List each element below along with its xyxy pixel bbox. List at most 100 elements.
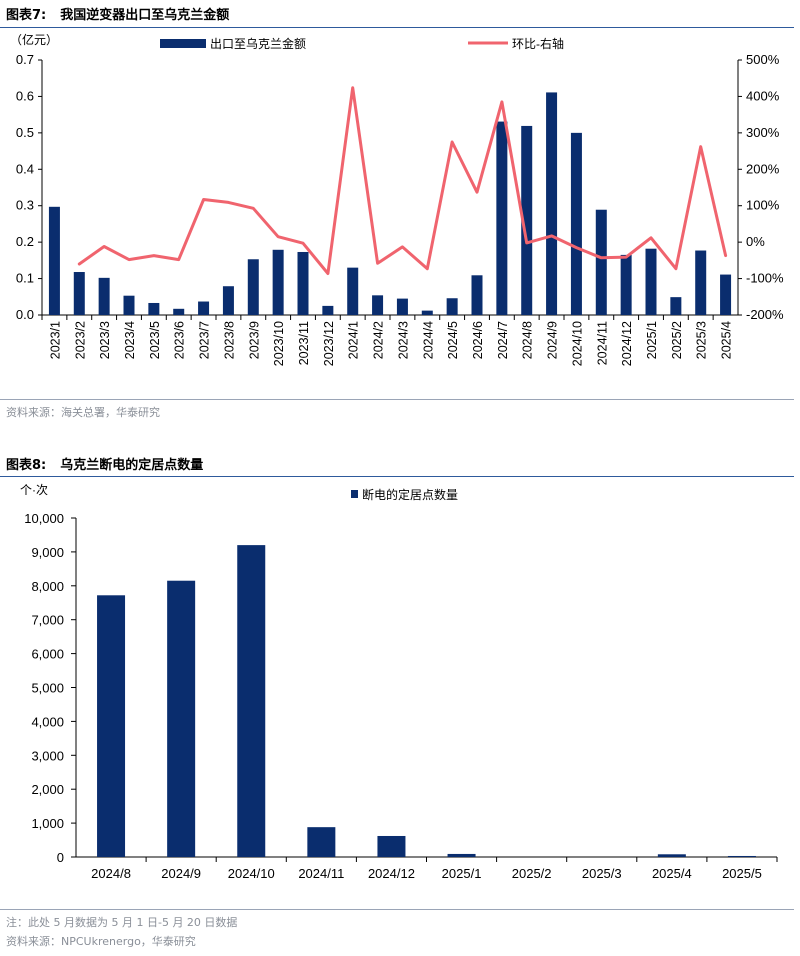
- right-y-tick-label: 500%: [746, 52, 780, 67]
- x-tick-label: 2024/11: [595, 321, 609, 365]
- figure-8-top-rule: [0, 476, 794, 477]
- left-y-tick-label: 0.4: [16, 161, 34, 176]
- y-tick-label: 8,000: [31, 579, 64, 594]
- y-tick-label: 6,000: [31, 647, 64, 662]
- legend-bar-swatch: [351, 490, 358, 498]
- figure-7-top-rule: [0, 27, 794, 28]
- y-tick-label: 7,000: [31, 613, 64, 628]
- right-y-tick-label: 0%: [746, 234, 765, 249]
- left-y-tick-label: 0.6: [16, 88, 34, 103]
- figure-7-source: 资料来源：海关总署，华泰研究: [6, 406, 160, 419]
- bar: [570, 132, 582, 315]
- bar: [657, 854, 686, 857]
- y-tick-label: 10,000: [24, 511, 64, 526]
- bar: [148, 302, 160, 315]
- x-tick-label: 2023/5: [148, 321, 162, 359]
- x-tick-label: 2025/3: [695, 321, 709, 359]
- figure-8-bottom-rule: [0, 909, 794, 910]
- x-tick-label: 2024/9: [546, 321, 560, 359]
- bar: [307, 827, 336, 857]
- x-tick-label: 2024/2: [372, 321, 386, 359]
- x-tick-label: 2023/1: [48, 321, 62, 359]
- figure-7-title: 图表7: 我国逆变器出口至乌克兰金额: [6, 4, 229, 23]
- x-tick-label: 2023/6: [173, 321, 187, 359]
- bar: [377, 835, 406, 857]
- x-tick-label: 2024/8: [521, 321, 535, 359]
- x-tick-label: 2023/3: [98, 321, 112, 359]
- bar: [97, 595, 126, 857]
- x-tick-label: 2023/11: [297, 321, 311, 365]
- bar: [198, 301, 210, 315]
- y-tick-label: 5,000: [31, 681, 64, 696]
- x-tick-label: 2024/10: [228, 866, 275, 881]
- x-tick-label: 2025/4: [652, 866, 692, 881]
- x-tick-label: 2024/5: [446, 321, 460, 359]
- chart-export-to-ukraine: （亿元） 出口至乌克兰金额 环比-右轴 0.0 0.1 0.2 0.3 0.4 0.5 0.…: [10, 32, 784, 366]
- y-tick-label: 9,000: [31, 545, 64, 560]
- bar: [720, 274, 732, 315]
- bar: [167, 580, 196, 857]
- bar: [447, 853, 476, 857]
- figure-8-source: 资料来源：NPCUkrenergo，华泰研究: [6, 935, 196, 948]
- right-y-tick-label: 200%: [746, 161, 780, 176]
- x-tick-label: 2024/3: [396, 321, 410, 359]
- bar: [471, 275, 483, 315]
- x-tick-label: 2024/4: [421, 321, 435, 359]
- x-tick-label: 2024/7: [496, 321, 510, 359]
- figure-8-note: 注：此处 5 月数据为 5 月 1 日-5 月 20 日数据: [6, 916, 238, 929]
- left-y-tick-label: 0.3: [16, 198, 34, 213]
- y-tick-label: 4,000: [31, 714, 64, 729]
- x-tick-label: 2024/1: [347, 321, 361, 359]
- x-tick-label: 2023/10: [272, 321, 286, 366]
- x-tick-label: 2024/12: [620, 321, 634, 366]
- right-y-tick-label: -100%: [746, 271, 784, 286]
- bar: [347, 267, 359, 315]
- left-axis-unit-label: （亿元）: [10, 32, 58, 47]
- bar: [297, 251, 309, 315]
- legend-bar-label: 断电的定居点数量: [362, 487, 458, 502]
- left-y-tick-label: 0.5: [16, 125, 34, 140]
- right-y-tick-label: 300%: [746, 125, 780, 140]
- bar: [372, 295, 384, 315]
- bar: [396, 298, 408, 315]
- x-tick-label: 2025/2: [670, 321, 684, 359]
- bar: [645, 248, 657, 315]
- bar: [496, 121, 508, 315]
- x-tick-label: 2025/2: [512, 866, 552, 881]
- bar: [421, 310, 433, 315]
- figure-7-bottom-rule: [0, 399, 794, 400]
- x-tick-label: 2023/7: [198, 321, 212, 359]
- figure-7-title-text: 我国逆变器出口至乌克兰金额: [60, 8, 230, 23]
- x-tick-label: 2024/6: [471, 321, 485, 359]
- x-tick-label: 2024/12: [368, 866, 415, 881]
- bar: [237, 545, 266, 857]
- y-tick-label: 2,000: [31, 782, 64, 797]
- x-tick-label: 2024/9: [161, 866, 201, 881]
- left-y-tick-label: 0.2: [16, 234, 34, 249]
- bar: [620, 254, 632, 315]
- bar: [272, 249, 284, 315]
- bar: [322, 305, 334, 315]
- y-tick-label: 0: [57, 850, 64, 865]
- bar: [446, 298, 458, 315]
- figure-8-title-text: 乌克兰断电的定居点数量: [60, 458, 204, 473]
- legend-bar-label: 出口至乌克兰金额: [210, 36, 306, 51]
- x-tick-label: 2024/11: [298, 866, 344, 881]
- bar: [48, 206, 60, 315]
- x-tick-label: 2025/1: [442, 866, 482, 881]
- figure-7-number: 图表7:: [6, 8, 47, 23]
- mom-line: [77, 86, 728, 275]
- bar: [727, 855, 756, 857]
- legend-bar-swatch: [160, 39, 206, 48]
- x-tick-label: 2025/4: [720, 321, 734, 359]
- x-tick-label: 2024/8: [91, 866, 131, 881]
- left-y-tick-label: 0.1: [16, 271, 34, 286]
- x-tick-label: 2025/5: [722, 866, 762, 881]
- y-axis-unit-label: 个·次: [20, 483, 48, 497]
- x-tick-label: 2025/3: [582, 866, 622, 881]
- bar: [123, 295, 135, 315]
- left-y-tick-label: 0.0: [16, 307, 34, 322]
- y-tick-label: 1,000: [31, 816, 64, 831]
- bar: [247, 259, 259, 315]
- x-tick-label: 2024/10: [570, 321, 584, 366]
